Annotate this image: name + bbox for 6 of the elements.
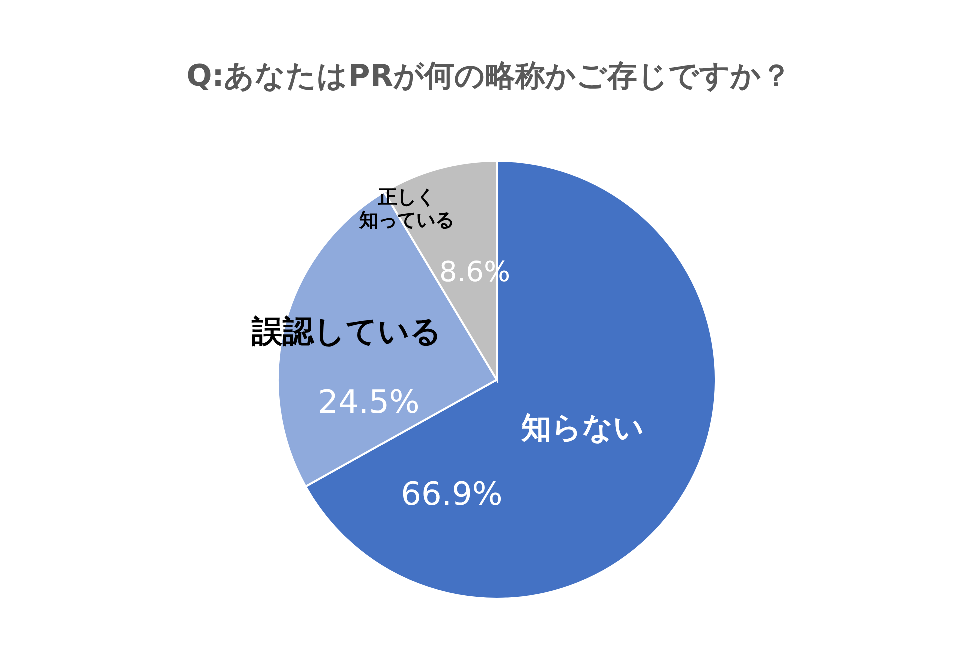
chart-title: Q:あなたはPRが何の略称かご存じですか？ (186, 59, 792, 94)
slice-label: 正しく知っている (358, 186, 454, 232)
slice-label: 知らない (520, 411, 644, 446)
data-label: 66.9% (401, 474, 503, 513)
data-label: 24.5% (318, 382, 420, 421)
slice-label: 誤認している (251, 314, 442, 350)
